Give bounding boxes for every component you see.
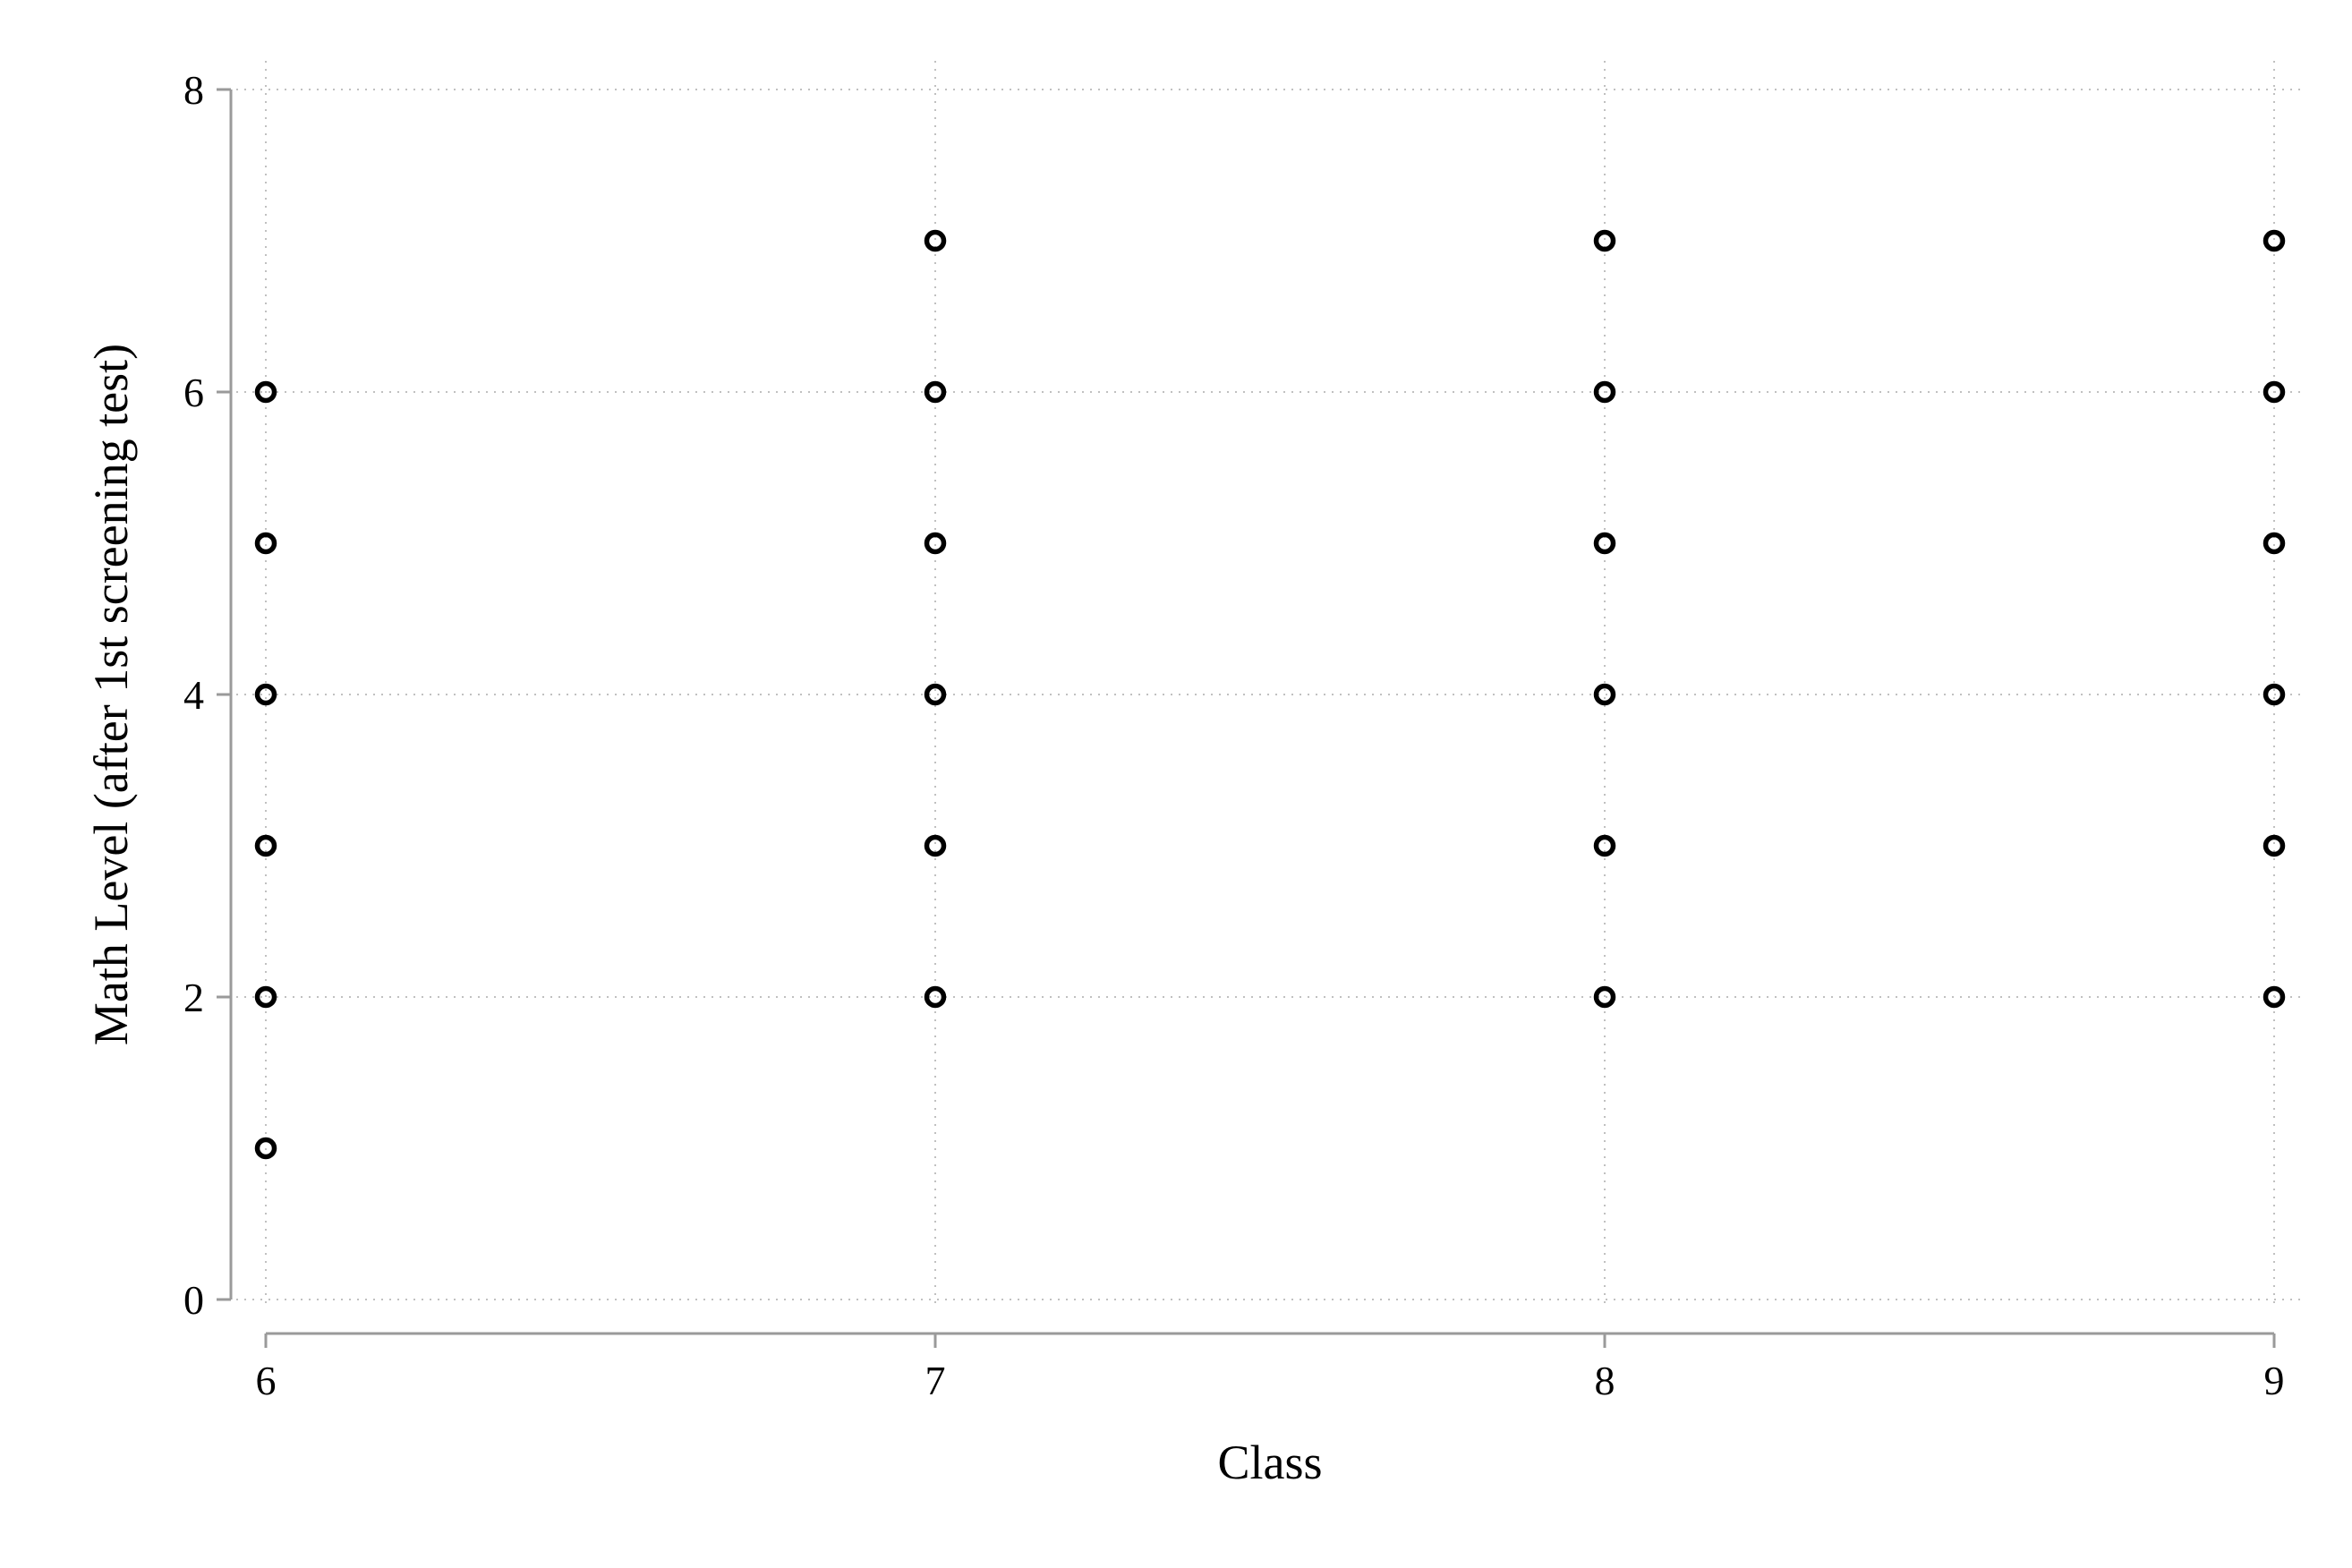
scatter-point	[254, 834, 277, 857]
y-tick-label: 2	[183, 975, 204, 1020]
scatter-point	[2263, 683, 2286, 706]
scatter-point	[254, 1137, 277, 1160]
y-axis-title: Math Level (after 1st screening test)	[84, 344, 138, 1045]
scatter-point	[2263, 834, 2286, 857]
ticks: 0 2 4 6 8 6 7 8 9	[183, 67, 2285, 1403]
x-tick-label: 8	[1595, 1358, 1615, 1403]
scatter-point	[1593, 683, 1616, 706]
grid	[236, 61, 2305, 1307]
data-points	[254, 229, 2286, 1160]
scatter-point	[924, 985, 947, 1009]
x-axis-title: Class	[1217, 1436, 1322, 1489]
scatter-point	[2263, 985, 2286, 1009]
y-tick-label: 0	[183, 1277, 204, 1323]
x-tick-label: 9	[2264, 1358, 2285, 1403]
scatter-point	[2263, 380, 2286, 404]
axes	[229, 89, 2274, 1335]
scatter-point	[924, 834, 947, 857]
scatter-point	[1593, 532, 1616, 555]
scatter-point	[1593, 380, 1616, 404]
scatter-point	[254, 380, 277, 404]
scatter-point	[1593, 229, 1616, 252]
scatter-point	[254, 532, 277, 555]
scatter-point	[254, 985, 277, 1009]
x-tick-label: 7	[925, 1358, 946, 1403]
scatter-point	[2263, 229, 2286, 252]
scatter-point	[1593, 834, 1616, 857]
y-tick-label: 6	[183, 370, 204, 415]
scatter-point	[924, 229, 947, 252]
y-tick-label: 8	[183, 67, 204, 113]
scatter-point	[2263, 532, 2286, 555]
y-tick-label: 4	[183, 672, 204, 718]
scatter-point	[924, 380, 947, 404]
scatter-point	[1593, 985, 1616, 1009]
scatter-point	[924, 683, 947, 706]
scatter-point	[254, 683, 277, 706]
scatter-point	[924, 532, 947, 555]
x-tick-label: 6	[256, 1358, 277, 1403]
